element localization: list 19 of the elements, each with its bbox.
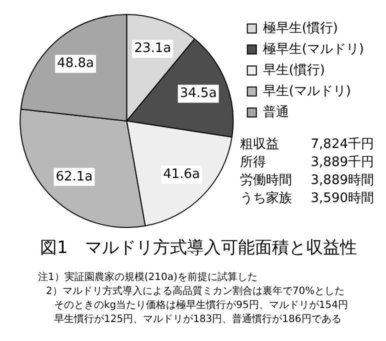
legend-label: 極早生(マルドリ): [262, 42, 364, 57]
data-label: 34.5a: [180, 86, 217, 102]
legend-label: 早生(マルドリ): [262, 84, 352, 99]
legend-label: 極早生(慣行): [262, 20, 338, 36]
data-label: 62.1a: [56, 169, 93, 184]
text: 注1）実証園農家の規模(210a)を前提に試算した: [38, 271, 258, 285]
data-label: 23.1a: [134, 41, 172, 56]
legend-label: 普通: [262, 104, 289, 120]
text: 粗収益 7,824千円: [240, 137, 374, 152]
data-label: 41.6a: [163, 166, 200, 182]
text: そのときのkg当たり価格は極早生慣行が95円、マルドリが154円: [53, 299, 349, 313]
text: 労働時間 3,889時間: [240, 173, 374, 188]
text: 所得 3,889千円: [240, 155, 374, 170]
text: うち家族 3,590時間: [240, 191, 374, 206]
data-label: 48.8a: [57, 56, 94, 72]
text: 早生慣行が125円、マルドリが183円、普通慣行が186円である: [53, 313, 342, 327]
text: 図1 マルドリ方式導入可能面積と収益性: [40, 237, 358, 259]
legend-label: 早生(慣行): [262, 62, 326, 78]
text: 2）マルドリ方式導入による高品質ミカン割合は裏年で70%とした: [45, 285, 346, 299]
